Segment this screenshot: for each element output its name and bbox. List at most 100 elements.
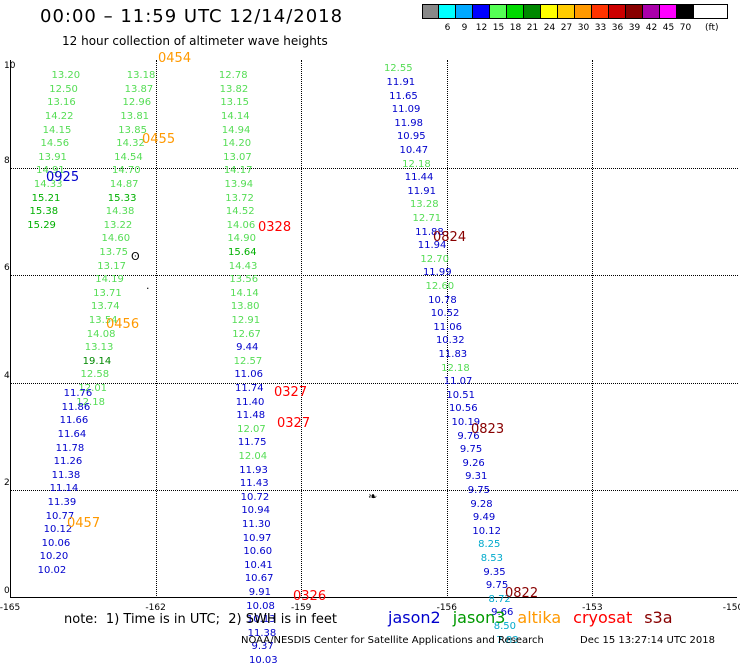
island-shape-icon: ❧: [368, 490, 378, 503]
wave-height-value: 14.06: [226, 219, 256, 231]
legend-swatch: [660, 4, 677, 19]
wave-height-value: 10.97: [242, 532, 272, 544]
wave-height-value: 13.15: [220, 97, 249, 109]
wave-height-value: 13.72: [225, 192, 254, 204]
legend-bin: 6: [439, 4, 456, 33]
wave-height-value: 13.71: [93, 287, 122, 299]
wave-height-value: 11.91: [407, 185, 436, 197]
wave-height-value: 12.50: [49, 83, 78, 95]
x-tick-label: -153: [582, 603, 603, 613]
wave-height-value: 14.54: [114, 151, 143, 163]
wave-height-value: 11.43: [239, 478, 269, 490]
wave-height-value: 15.29: [27, 219, 56, 231]
wave-height-value: 13.74: [91, 301, 120, 313]
wave-height-value: 14.52: [225, 206, 255, 218]
wave-height-value: 12.71: [412, 212, 442, 224]
wave-height-value: 10.95: [396, 131, 426, 143]
color-legend: 36912151821242730333639424570: [422, 4, 694, 33]
legend-swatch: [626, 4, 643, 19]
wave-height-value: 11.40: [235, 396, 265, 408]
legend-bin: 12: [473, 4, 490, 33]
legend-swatch: [473, 4, 490, 19]
wave-height-value: 10.06: [41, 537, 71, 549]
satellite-label-cryosat: cryosat: [573, 608, 633, 627]
x-tick-label: -150: [722, 603, 740, 613]
wave-height-value: 11.06: [433, 321, 462, 333]
wave-height-value: 14.14: [230, 287, 259, 299]
wave-height-value: 10.51: [446, 389, 475, 401]
grid-line-horizontal: [10, 167, 738, 169]
legend-bin-label: 36: [611, 23, 624, 33]
legend-swatch: [541, 4, 558, 19]
legend-bin-label: 70: [679, 23, 692, 33]
wave-height-value: 11.93: [239, 464, 268, 476]
wave-height-value: 10.19: [451, 416, 481, 428]
pass-time-label: 0822: [505, 586, 539, 601]
wave-height-value: 11.39: [47, 497, 77, 509]
legend-bin-label: 33: [594, 23, 607, 33]
grid-line-vertical: [301, 60, 303, 598]
wave-height-value: 14.14: [221, 111, 250, 123]
satellite-label-jason3: jason3: [452, 608, 506, 627]
legend-bin-label: 24: [543, 23, 556, 33]
wave-height-value: 11.48: [236, 410, 266, 422]
legend-bin: 9: [456, 4, 473, 33]
wave-height-value: 14.70: [112, 165, 141, 177]
wave-height-value: 13.18: [126, 70, 156, 82]
wave-height-value: 13.13: [84, 342, 114, 354]
credit-text: NOAA/NESDIS Center for Satellite Applica…: [241, 635, 544, 646]
legend-bin: 70: [677, 4, 694, 33]
legend-swatch: [507, 4, 524, 19]
wave-height-value: 11.38: [51, 469, 81, 481]
wave-height-value: 12.07: [237, 423, 266, 435]
legend-swatch: [490, 4, 507, 19]
wave-height-value: 19.14: [82, 355, 112, 367]
wave-height-value: 13.87: [124, 83, 154, 95]
wave-height-value: 13.85: [118, 124, 147, 136]
satellite-legend: jason2 jason3 altika cryosat s3a: [388, 608, 685, 627]
legend-bin-label: 21: [526, 23, 539, 33]
pass-time-label: 0327: [277, 416, 311, 431]
wave-height-value: 9.31: [465, 471, 488, 483]
wave-height-value: 13.91: [38, 151, 67, 163]
wave-height-value: 12.18: [441, 362, 470, 374]
y-tick-label: 10: [4, 61, 16, 71]
wave-height-value: 11.30: [242, 519, 271, 531]
wave-height-value: 9.75: [459, 444, 483, 456]
grid-line-horizontal: [10, 275, 738, 277]
wave-height-value: 14.22: [44, 111, 74, 123]
legend-swatch: [524, 4, 541, 19]
wave-height-value: 14.33: [33, 179, 63, 191]
wave-height-value: 11.75: [237, 437, 267, 449]
legend-unit: (ft): [705, 23, 719, 33]
wave-height-value: 10.72: [240, 491, 270, 503]
wave-height-value: 15.38: [29, 206, 59, 218]
legend-bin-label: 6: [444, 23, 451, 33]
legend-swatch: [609, 4, 626, 19]
wave-height-value: 10.02: [37, 565, 67, 577]
wave-height-value: 10.12: [472, 525, 501, 537]
wave-height-value: 12.78: [218, 70, 248, 82]
wave-height-value: 14.38: [105, 206, 135, 218]
wave-height-value: 13.80: [230, 301, 260, 313]
wave-height-value: 10.67: [244, 573, 274, 585]
satellite-label-s3a: s3a: [644, 608, 673, 627]
wave-height-value: 15.33: [107, 192, 137, 204]
wave-height-value: 13.94: [224, 179, 254, 191]
y-tick-label: 8: [4, 155, 10, 166]
wave-height-value: 14.19: [95, 274, 124, 286]
pass-time-label: 0824: [433, 230, 467, 245]
legend-swatch: [592, 4, 609, 19]
wave-height-value: 13.75: [99, 247, 129, 259]
map-title: 00:00 – 11:59 UTC 12/14/2018: [40, 6, 344, 27]
wave-height-value: 11.91: [386, 76, 416, 88]
wave-height-value: 11.26: [53, 456, 83, 468]
wave-height-value: 10.60: [243, 546, 273, 558]
wave-height-value: 13.81: [120, 111, 150, 123]
y-tick-label: 4: [4, 370, 10, 381]
legend-bin-label: 27: [560, 23, 573, 33]
wave-height-value: 14.43: [228, 260, 258, 272]
grid-line-horizontal: [10, 490, 738, 492]
legend-swatch: [643, 4, 660, 19]
pass-time-label: 0327: [274, 385, 308, 400]
